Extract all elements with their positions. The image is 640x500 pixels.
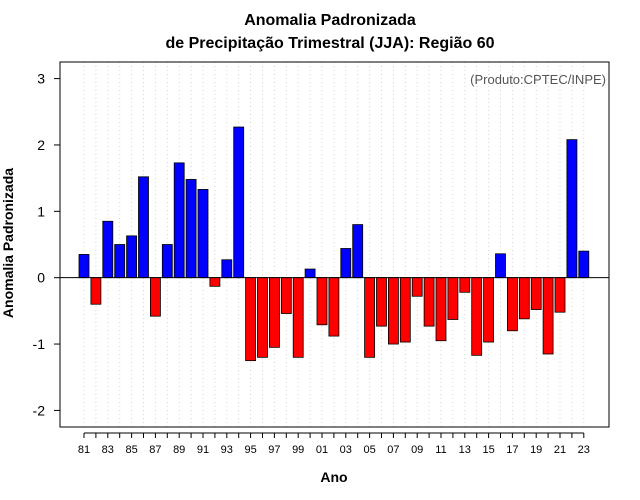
x-tick-label: 21 bbox=[554, 444, 566, 456]
x-tick-label: 87 bbox=[149, 444, 161, 456]
bar-84 bbox=[114, 244, 126, 279]
x-tick-label: 11 bbox=[435, 444, 446, 456]
bar-11 bbox=[435, 277, 447, 342]
x-tick-label: 05 bbox=[363, 444, 375, 456]
bar-96 bbox=[257, 277, 268, 358]
bar-17 bbox=[506, 277, 518, 332]
bar-04 bbox=[352, 224, 364, 279]
x-tick-label: 89 bbox=[173, 444, 185, 456]
bar-82 bbox=[90, 277, 102, 305]
bar-95 bbox=[245, 277, 257, 362]
bar-98 bbox=[280, 277, 292, 314]
credit-label: (Produto:CPTEC/INPE) bbox=[470, 72, 606, 87]
x-tick-label: 07 bbox=[387, 444, 399, 456]
bar-94 bbox=[233, 126, 245, 279]
bar-85 bbox=[126, 235, 137, 279]
bars bbox=[78, 126, 590, 362]
x-tick-label: 97 bbox=[268, 444, 280, 456]
bar-99 bbox=[292, 277, 304, 358]
bar-22 bbox=[566, 139, 578, 279]
x-tick-label: 01 bbox=[316, 444, 328, 456]
bar-00 bbox=[304, 268, 316, 279]
bar-90 bbox=[185, 179, 197, 279]
bar-87 bbox=[149, 277, 161, 317]
x-tick-label: 15 bbox=[482, 444, 494, 456]
y-axis-label: Anomalia Padronizada bbox=[0, 168, 16, 318]
bar-02 bbox=[328, 277, 340, 337]
y-tick-label: -2 bbox=[33, 402, 46, 418]
bar-20 bbox=[542, 277, 554, 355]
y-tick-label: -1 bbox=[33, 336, 46, 352]
x-tick-label: 13 bbox=[459, 444, 471, 456]
bar-23 bbox=[578, 250, 590, 279]
chart-title-line-2: de Precipitação Trimestral (JJA): Região… bbox=[165, 35, 494, 52]
x-axis: 81 83 85 87 89 91 93 95 97 99 01 03 05 07 09 11 13 15 17 19… bbox=[78, 432, 590, 456]
x-axis-label: Ano bbox=[320, 469, 347, 485]
bar-14 bbox=[471, 277, 483, 356]
y-tick-label: 1 bbox=[37, 203, 45, 219]
bar-01 bbox=[316, 277, 328, 326]
x-tick-label: 91 bbox=[197, 444, 209, 456]
x-tick-label: 99 bbox=[292, 444, 304, 456]
bar-91 bbox=[197, 189, 209, 279]
bar-08 bbox=[399, 277, 411, 343]
y-axis: -2 -1 0 1 2 3 bbox=[33, 71, 60, 418]
bar-89 bbox=[173, 162, 185, 279]
bar-83 bbox=[102, 220, 114, 279]
bar-13 bbox=[459, 277, 471, 293]
bar-97 bbox=[268, 277, 280, 348]
bar-12 bbox=[447, 277, 459, 320]
y-tick-label: 3 bbox=[37, 71, 45, 87]
bar-88 bbox=[161, 244, 173, 279]
bar-07 bbox=[387, 277, 399, 345]
y-tick-label: 2 bbox=[37, 137, 45, 153]
bar-18 bbox=[518, 277, 530, 320]
x-tick-label: 19 bbox=[530, 444, 542, 456]
x-tick-label: 23 bbox=[578, 444, 590, 456]
y-tick-label: 0 bbox=[37, 270, 45, 286]
x-tick-label: 83 bbox=[102, 444, 114, 456]
chart-title-line-1: Anomalia Padronizada bbox=[244, 12, 416, 29]
bar-93 bbox=[221, 259, 233, 279]
x-tick-label: 85 bbox=[125, 444, 137, 456]
bar-21 bbox=[554, 277, 566, 313]
vertical-grid bbox=[83, 62, 585, 427]
bar-09 bbox=[411, 277, 423, 297]
x-tick-label: 93 bbox=[221, 444, 233, 456]
bar-15 bbox=[483, 277, 495, 343]
x-tick-label: 81 bbox=[78, 444, 90, 456]
plot-frame bbox=[59, 61, 610, 428]
bar-86 bbox=[138, 176, 149, 279]
bar-19 bbox=[530, 277, 542, 310]
bar-92 bbox=[209, 277, 221, 287]
x-tick-label: 17 bbox=[506, 444, 518, 456]
x-tick-label: 09 bbox=[411, 444, 423, 456]
x-tick-label: 95 bbox=[244, 444, 256, 456]
bar-05 bbox=[364, 277, 376, 358]
bar-81 bbox=[78, 254, 90, 279]
bar-03 bbox=[340, 248, 352, 279]
x-tick-label: 03 bbox=[340, 444, 352, 456]
bar-10 bbox=[423, 277, 435, 327]
bar-06 bbox=[376, 277, 387, 327]
bar-16 bbox=[495, 253, 506, 279]
